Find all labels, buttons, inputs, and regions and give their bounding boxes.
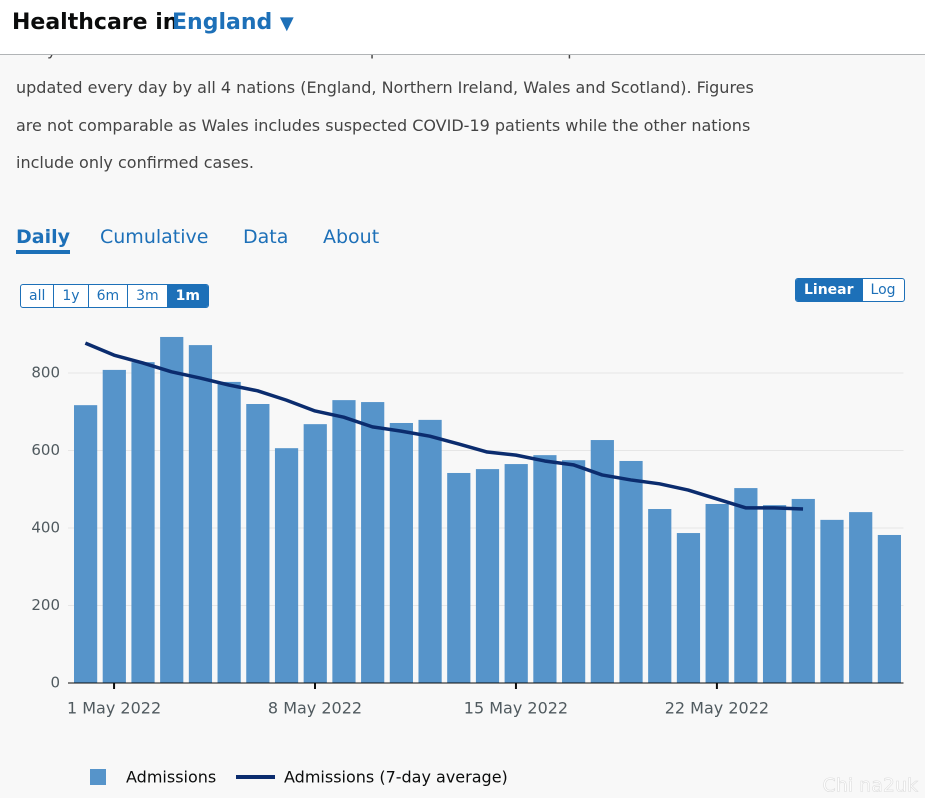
description-line: include only confirmed cases. [16, 153, 254, 172]
bar [562, 460, 586, 683]
bar [734, 488, 758, 683]
avg-line [84, 341, 804, 511]
location[interactable]: England [172, 10, 273, 35]
bar [160, 336, 184, 683]
scale-button[interactable]: Linear [796, 279, 862, 301]
description-line: updated every day by all 4 nations (Engl… [16, 78, 754, 97]
watermark: Chi na2uk [823, 775, 918, 797]
bar [447, 472, 471, 683]
scale-buttons: Linear Log [795, 278, 905, 302]
description-line: are not comparable as Wales includes sus… [16, 116, 751, 135]
x-tick-label: 8 May 2022 [268, 699, 362, 718]
bar [705, 503, 729, 683]
y-tick-label: 200 [31, 596, 60, 614]
x-tick-label: 1 May 2022 [67, 699, 161, 718]
bar [676, 533, 701, 683]
bar [648, 509, 672, 683]
bar [762, 505, 787, 683]
range-buttons: all 1y 6m 3m 1m [20, 284, 209, 308]
bar [102, 369, 126, 683]
tab[interactable]: Cumulative [100, 226, 209, 248]
bar [217, 381, 241, 683]
range-button[interactable]: 1m [166, 285, 208, 307]
range-button[interactable]: 1y [53, 285, 87, 307]
bar [188, 345, 213, 683]
x-tick-label: 22 May 2022 [665, 699, 769, 718]
legend-label: Admissions [126, 768, 216, 787]
bar [303, 424, 327, 683]
x-tick-label: 15 May 2022 [464, 699, 568, 718]
bar [332, 400, 356, 683]
scale-button[interactable]: Log [861, 279, 904, 301]
range-button[interactable]: all [29, 288, 46, 304]
bar [389, 422, 413, 683]
bar [361, 402, 385, 683]
tab[interactable]: Data [243, 226, 289, 248]
bar [74, 405, 98, 683]
range-button[interactable]: 3m [127, 285, 167, 307]
bar [533, 455, 557, 683]
legend-label: Admissions (7-day average) [284, 768, 508, 787]
y-tick-label: 800 [31, 364, 60, 382]
bar [274, 448, 299, 683]
bar [504, 464, 528, 683]
tab[interactable]: Daily [16, 226, 71, 254]
y-tick-label: 400 [31, 519, 60, 537]
bar [475, 469, 500, 683]
bar [590, 440, 614, 683]
y-tick-label: 0 [50, 674, 60, 692]
bar [877, 534, 901, 683]
dropdown-arrow[interactable]: ▼ [279, 13, 294, 34]
bar [619, 460, 643, 683]
bar [418, 419, 442, 683]
header: Healthcare in England ▼ [0, 0, 925, 55]
location-select[interactable]: England ▼ [172, 10, 294, 35]
bar [246, 404, 270, 683]
range-button[interactable]: 6m [87, 285, 128, 307]
bar [131, 362, 155, 683]
bar [849, 512, 873, 683]
legend-swatch [90, 769, 106, 785]
y-tick-label: 600 [31, 441, 60, 459]
bar [820, 519, 844, 683]
bar [791, 498, 815, 683]
header-title: Healthcare in [12, 10, 179, 35]
tab[interactable]: About [323, 226, 380, 248]
